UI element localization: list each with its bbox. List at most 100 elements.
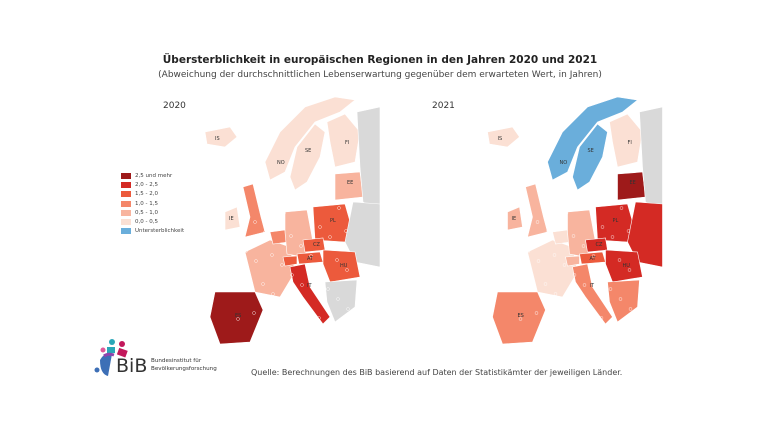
year-label-2020: 2020 (163, 101, 186, 111)
region-border (527, 288, 532, 292)
region-border (535, 220, 540, 224)
region-border (319, 264, 323, 268)
region-border (619, 206, 624, 210)
region-border (263, 230, 267, 234)
region-border (518, 317, 523, 321)
legend-item: 0,5 - 1,0 (121, 208, 184, 217)
country-label: AT (590, 256, 597, 262)
region-border (289, 234, 293, 238)
legend-label: 1,0 - 1,5 (135, 200, 158, 207)
region-baltics (617, 171, 646, 201)
region-border (253, 220, 257, 224)
legend-item: 2,5 und mehr (121, 171, 184, 180)
region-border (525, 210, 530, 214)
country-label: IS (498, 136, 503, 142)
region-border (337, 206, 341, 210)
region-border (627, 268, 632, 272)
region-border (581, 244, 586, 248)
country-label: NO (277, 160, 285, 166)
region-italy (572, 263, 613, 325)
region-border (299, 244, 303, 248)
region-switzerland (565, 255, 580, 267)
country-label: IT (590, 283, 595, 289)
region-border (544, 321, 549, 325)
region-border (552, 253, 557, 257)
region-border (543, 282, 548, 286)
region-iceland (204, 126, 238, 148)
legend-label: 0,5 - 1,0 (135, 209, 158, 216)
region-border (235, 278, 239, 282)
region-border (571, 234, 576, 238)
region-border (233, 200, 237, 204)
region-hungary-ro (605, 249, 643, 283)
bib-logo-icon (94, 339, 128, 376)
legend-swatch (121, 181, 131, 188)
region-border (515, 200, 520, 204)
region-border (326, 287, 330, 291)
region-ireland (507, 206, 523, 231)
region-border (563, 302, 568, 306)
legend-label: 1,5 - 2,0 (135, 191, 158, 198)
logo-line1: Bundesinstitut für (151, 358, 202, 364)
region-border (572, 273, 577, 277)
region-border (335, 258, 339, 262)
country-label: HU (340, 263, 348, 269)
region-border (270, 253, 274, 257)
region-border (516, 239, 521, 243)
country-label: SE (588, 148, 594, 154)
country-label: ES (235, 313, 241, 319)
country-label: PL (613, 218, 619, 224)
region-finland (609, 113, 643, 168)
region-border (582, 283, 587, 287)
region-border (280, 263, 284, 267)
region-norway (547, 96, 639, 181)
region-border (562, 263, 567, 267)
country-label: IE (512, 216, 517, 222)
legend-item: 0,0 - 0,5 (121, 217, 184, 226)
region-ireland (224, 206, 241, 231)
region-border (243, 210, 247, 214)
region-border (245, 288, 249, 292)
region-border (626, 229, 631, 233)
region-iceland (487, 126, 520, 148)
region-iberia (492, 291, 546, 345)
legend-swatch (121, 209, 131, 216)
region-border (534, 311, 539, 315)
region-border (298, 205, 302, 209)
region-border (573, 312, 578, 316)
legend-item: 1,0 - 1,5 (121, 199, 184, 208)
country-label: SE (305, 148, 311, 154)
legend-swatch (121, 219, 131, 226)
region-border (608, 287, 613, 291)
region-border (617, 258, 622, 262)
region-border (526, 249, 531, 253)
year-label-2021: 2021 (432, 101, 455, 111)
country-label: CZ (313, 242, 320, 248)
region-balkans (607, 279, 640, 323)
region-border (536, 259, 541, 263)
region-border (254, 259, 258, 263)
region-border (600, 225, 605, 229)
legend-label: 2,0 - 2,5 (135, 181, 158, 188)
region-border (252, 311, 256, 315)
country-label: IT (307, 283, 312, 289)
region-norway (264, 96, 356, 181)
country-label: IE (229, 216, 234, 222)
region-border (591, 254, 596, 258)
region-border (590, 215, 595, 219)
region-border (307, 306, 311, 310)
legend-label: 0,0 - 0,5 (135, 219, 158, 226)
region-border (290, 273, 294, 277)
region-border (261, 282, 265, 286)
country-label: FI (628, 140, 632, 146)
region-border (545, 230, 550, 234)
country-label: EE (630, 180, 636, 186)
region-border (336, 297, 340, 301)
region-border (236, 317, 240, 321)
region-border (262, 321, 266, 325)
region-border (346, 307, 350, 311)
country-label: AT (307, 256, 314, 262)
region-border (589, 306, 594, 310)
region-border (318, 225, 322, 229)
region-border (601, 264, 606, 268)
